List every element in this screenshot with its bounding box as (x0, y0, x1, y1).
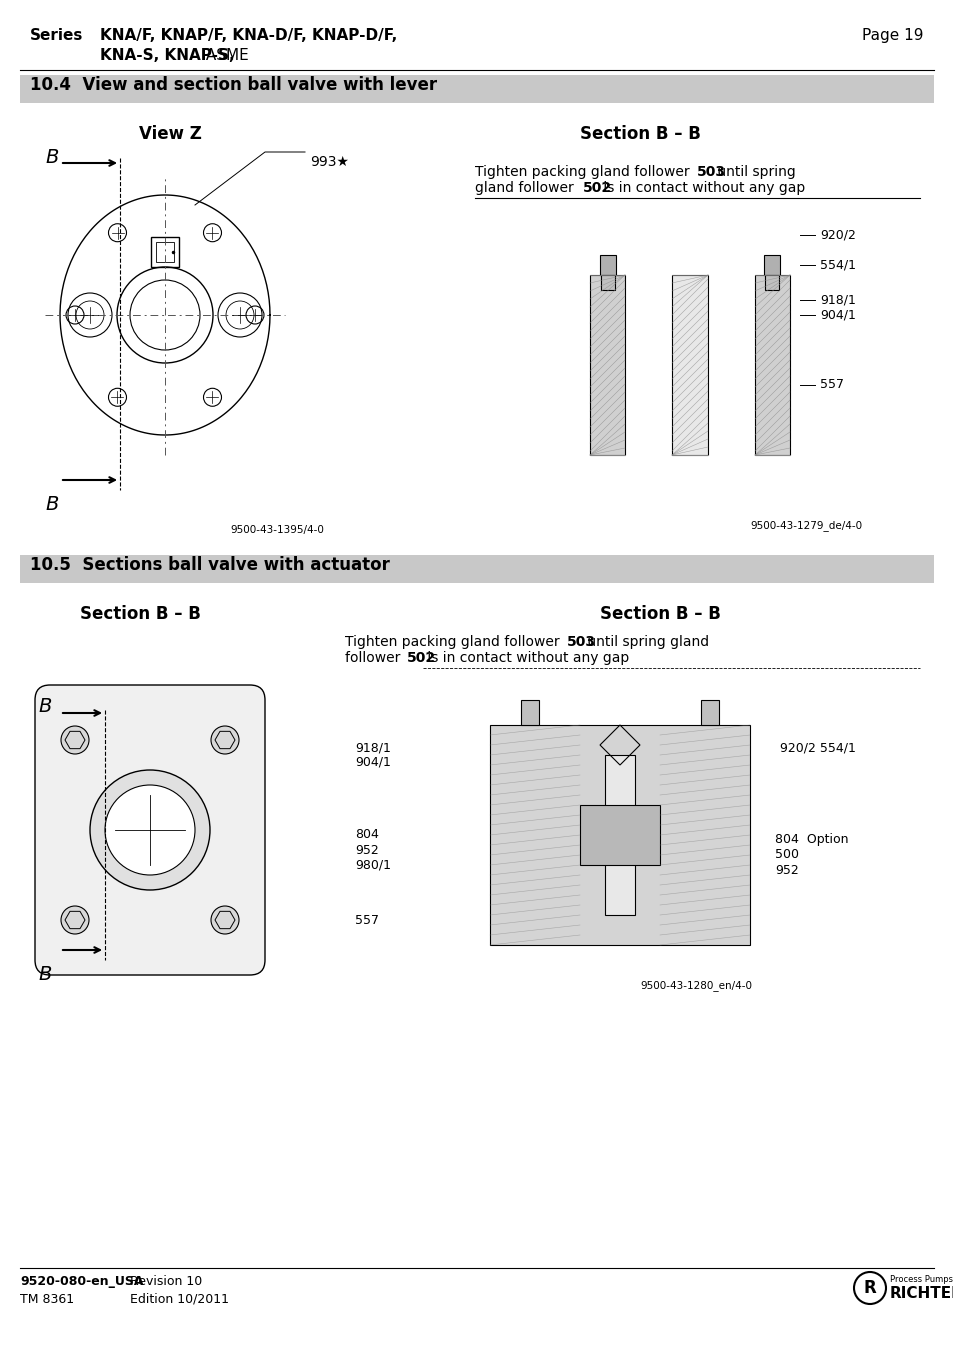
Text: 9500-43-1395/4-0: 9500-43-1395/4-0 (230, 526, 323, 535)
Text: Edition 10/2011: Edition 10/2011 (130, 1293, 229, 1306)
Bar (599, 255, 616, 276)
Text: 804  Option: 804 Option (774, 834, 847, 847)
Text: 952: 952 (355, 843, 378, 857)
Text: 500: 500 (774, 848, 799, 862)
Text: 9500-43-1279_de/4-0: 9500-43-1279_de/4-0 (749, 520, 862, 531)
Text: R: R (862, 1279, 876, 1297)
Text: Tighten packing gland follower: Tighten packing gland follower (345, 635, 563, 648)
Bar (600, 276, 615, 290)
Bar (156, 242, 173, 262)
Text: RICHTER: RICHTER (889, 1286, 953, 1301)
Text: 10.5  Sections ball valve with actuator: 10.5 Sections ball valve with actuator (30, 557, 390, 574)
Text: B: B (38, 965, 51, 984)
Text: Series: Series (30, 28, 83, 43)
Circle shape (211, 725, 239, 754)
Bar (604, 755, 635, 915)
Bar (589, 276, 624, 455)
Text: Section B – B: Section B – B (79, 605, 200, 623)
Text: B: B (38, 697, 51, 716)
Text: 980/1: 980/1 (355, 858, 391, 871)
Text: 503: 503 (566, 635, 596, 648)
Text: 993★: 993★ (310, 155, 349, 169)
Text: 904/1: 904/1 (355, 755, 391, 769)
Text: 804: 804 (355, 828, 378, 842)
Text: until spring: until spring (712, 165, 795, 178)
Text: 952: 952 (774, 863, 798, 877)
Text: 9520-080-en_USA: 9520-080-en_USA (20, 1275, 143, 1288)
Bar (520, 700, 538, 725)
Circle shape (90, 770, 210, 890)
Text: 920/2: 920/2 (820, 228, 855, 242)
Bar (754, 276, 789, 455)
Text: 9500-43-1280_en/4-0: 9500-43-1280_en/4-0 (639, 979, 751, 990)
Circle shape (61, 725, 89, 754)
Text: Revision 10: Revision 10 (130, 1275, 202, 1288)
Text: KNA-S, KNAP-S,: KNA-S, KNAP-S, (100, 49, 234, 63)
Text: until spring gland: until spring gland (582, 635, 708, 648)
Bar (151, 236, 179, 267)
Text: 920/2 554/1: 920/2 554/1 (780, 742, 855, 754)
Text: ASME: ASME (200, 49, 248, 63)
Text: gland follower: gland follower (475, 181, 578, 195)
Bar (579, 805, 659, 865)
Text: is in contact without any gap: is in contact without any gap (422, 651, 629, 665)
Circle shape (61, 907, 89, 934)
Circle shape (105, 785, 194, 875)
Bar (764, 276, 779, 290)
Bar (700, 700, 719, 725)
Text: B: B (45, 149, 58, 168)
Text: View Z: View Z (138, 126, 201, 143)
Text: 557: 557 (820, 378, 843, 392)
Text: 10.4  View and section ball valve with lever: 10.4 View and section ball valve with le… (30, 76, 436, 95)
Text: 554/1: 554/1 (820, 258, 855, 272)
Text: Page 19: Page 19 (862, 28, 923, 43)
Text: 918/1: 918/1 (820, 293, 855, 307)
Bar (763, 255, 780, 276)
Text: Section B – B: Section B – B (579, 126, 700, 143)
Text: 502: 502 (582, 181, 612, 195)
Text: 557: 557 (355, 913, 378, 927)
Text: Tighten packing gland follower: Tighten packing gland follower (475, 165, 693, 178)
FancyBboxPatch shape (35, 685, 265, 975)
Text: 503: 503 (697, 165, 725, 178)
Text: KNA/F, KNAP/F, KNA-D/F, KNAP-D/F,: KNA/F, KNAP/F, KNA-D/F, KNAP-D/F, (100, 28, 396, 43)
Text: is in contact without any gap: is in contact without any gap (598, 181, 804, 195)
Text: 904/1: 904/1 (820, 308, 855, 322)
Text: follower: follower (345, 651, 404, 665)
Text: B: B (45, 494, 58, 513)
Text: Process Pumps & Valves: Process Pumps & Valves (889, 1274, 953, 1283)
Bar (20, 555, 933, 584)
Bar (671, 276, 707, 455)
Bar (490, 725, 749, 944)
Text: 502: 502 (407, 651, 436, 665)
Circle shape (211, 907, 239, 934)
Text: 918/1: 918/1 (355, 742, 391, 754)
Text: TM 8361: TM 8361 (20, 1293, 74, 1306)
Bar (20, 76, 933, 103)
Text: Section B – B: Section B – B (598, 605, 720, 623)
